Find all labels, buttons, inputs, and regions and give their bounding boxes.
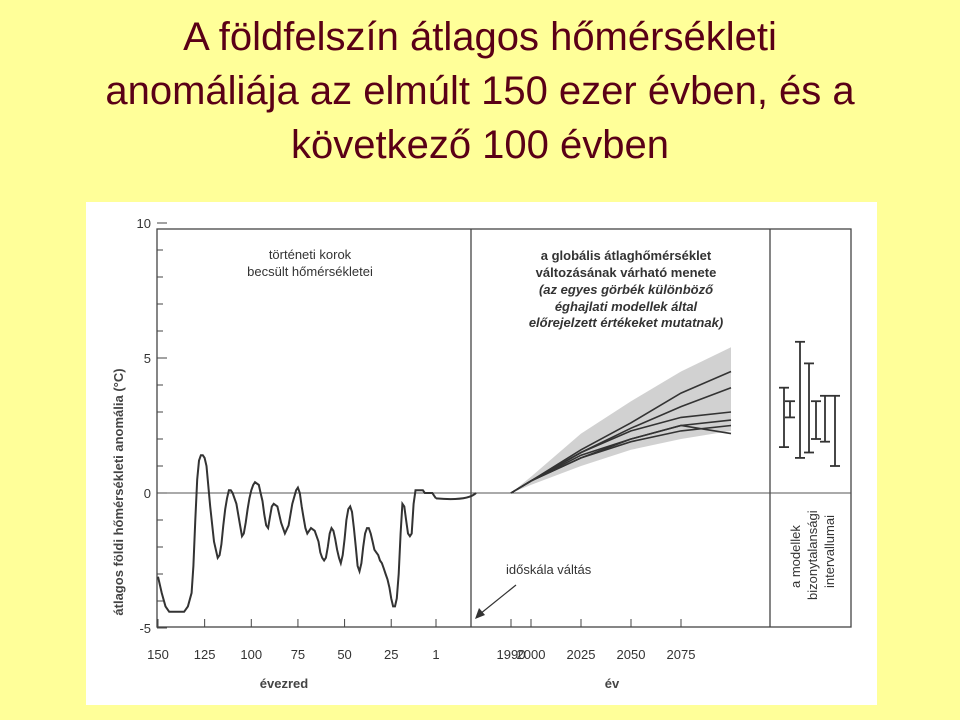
x-tick-label-paleo: 150 bbox=[147, 647, 169, 662]
x-tick-label-projection: 2075 bbox=[667, 647, 696, 662]
timescale-switch-arrow-line bbox=[479, 584, 517, 615]
plot-frame bbox=[156, 228, 852, 628]
y-axis-title: átlagos földi hőmérsékleti anomália (°C) bbox=[111, 368, 126, 615]
timescale-switch-label: időskála váltás bbox=[506, 562, 592, 577]
title-line-1: A földfelszín átlagos hőmérsékleti bbox=[183, 15, 777, 59]
annotation-paleo-line-2: becsült hőmérsékletei bbox=[247, 264, 373, 279]
annotation-projection-line-1: a globális átlaghőmérséklet bbox=[541, 248, 712, 263]
x-tick-label-projection: 2025 bbox=[567, 647, 596, 662]
x-tick-label-projection: 2000 bbox=[517, 647, 546, 662]
x-tick-label-paleo: 75 bbox=[291, 647, 305, 662]
annotation-projection-line-3: (az egyes görbék különböző bbox=[539, 282, 714, 297]
x-tick-label-paleo: 125 bbox=[194, 647, 216, 662]
x-tick-label-projection: 1990 bbox=[497, 647, 526, 662]
timescale-switch-arrowhead bbox=[475, 608, 485, 619]
annotation-uncertainty-line-1: a modellek bbox=[788, 525, 803, 588]
x-tick-label-paleo: 1 bbox=[432, 647, 439, 662]
y-tick-label: 5 bbox=[144, 351, 151, 366]
slide-title: A földfelszín átlagos hőmérsékleti anomá… bbox=[40, 10, 920, 172]
y-tick-label: -5 bbox=[139, 621, 151, 636]
x-tick-label-projection: 2050 bbox=[617, 647, 646, 662]
y-tick-label: 0 bbox=[144, 486, 151, 501]
x-axis-title-projection: év bbox=[605, 676, 620, 691]
annotation-projection-line-4: éghajlati modellek által bbox=[555, 299, 698, 314]
chart-figure: 10 5 0 -5 150 125 100 75 50 25 1 1990 2000 2025 2050 20… bbox=[86, 202, 877, 705]
annotation-paleo-line-1: történeti korok bbox=[269, 247, 352, 262]
x-tick-label-paleo: 50 bbox=[337, 647, 351, 662]
annotation-uncertainty-line-2: bizonytalansági bbox=[805, 510, 820, 600]
title-line-2: anomáliája az elmúlt 150 ezer évben, és … bbox=[105, 69, 855, 113]
x-tick-label-paleo: 100 bbox=[240, 647, 262, 662]
paleo-temperature-curve bbox=[157, 454, 437, 613]
y-tick-label: 10 bbox=[137, 216, 151, 231]
x-axis-title-paleo: évezred bbox=[260, 676, 308, 691]
annotation-projection-line-2: változásának várható menete bbox=[536, 265, 717, 280]
x-tick-label-paleo: 25 bbox=[384, 647, 398, 662]
title-line-3: következő 100 évben bbox=[290, 123, 670, 167]
projection-model-curve bbox=[510, 424, 732, 494]
annotation-projection-line-5: előrejelzett értékeket mutatnak) bbox=[529, 315, 723, 330]
paleo-to-projection-connector bbox=[435, 492, 477, 501]
annotation-uncertainty-line-3: intervallumai bbox=[822, 515, 837, 588]
projection-uncertainty-band bbox=[511, 347, 731, 493]
